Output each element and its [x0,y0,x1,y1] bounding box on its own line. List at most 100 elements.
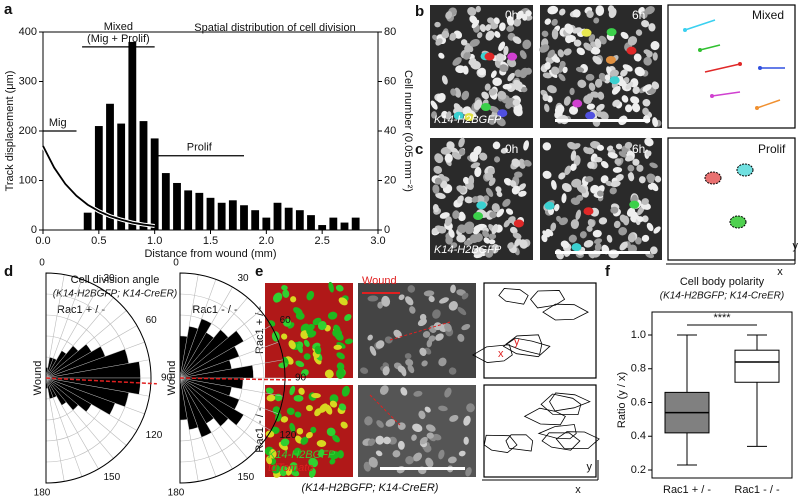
label: y [587,461,593,473]
nucleus [336,368,345,379]
nucleus [289,385,296,396]
cell-outline [540,393,582,416]
label: K14-H2BGFP [434,244,502,256]
nucleus [642,98,651,107]
angle-tick-label: 180 [34,488,51,499]
cell-outline [537,424,577,440]
nucleus [444,153,453,163]
panel-letter: e [255,263,263,280]
nucleus [491,203,500,213]
nucleus [444,387,452,398]
nucleus [565,35,573,44]
x-tick-label: 0.0 [35,235,50,247]
nucleus [489,211,497,219]
nucleus [605,180,613,187]
range-label: Mig [49,117,67,129]
chart-subtitle: (K14-H2BGFP; K14-CreER) [53,289,177,300]
polar-frame [179,272,286,484]
chart-title: Cell body polarity [680,276,765,288]
y-tick-label: 400 [19,26,37,38]
series-name: Rac1 + / - [57,304,105,316]
panel-letter: f [605,263,611,280]
nucleus [452,210,460,219]
track-arrow [704,63,741,73]
nucleus [587,218,595,228]
nucleus [398,294,405,301]
nucleus [461,292,469,300]
nucleus [500,147,509,154]
nucleus [495,53,505,62]
nucleus [523,140,529,151]
nucleus [458,137,465,148]
tracked-cell [606,28,617,37]
nucleus [592,55,602,65]
nucleus [458,450,466,457]
nucleus [433,165,443,174]
nucleus [340,421,348,429]
nucleus [620,69,628,77]
nucleus [397,365,406,373]
tracked-cell [609,76,620,85]
cell-outline [555,431,600,450]
rose-wedge [45,377,67,406]
nucleus [308,457,319,468]
nucleus [411,434,417,441]
nucleus [641,198,649,205]
nucleus [598,217,608,225]
nucleus [583,239,594,248]
nucleus [329,400,338,408]
nucleus [469,234,479,244]
arrow-head [738,62,742,66]
nucleus [437,225,447,234]
nucleus [377,301,384,309]
nucleus [328,281,334,293]
nucleus [457,307,467,316]
nucleus [456,234,466,243]
nucleus [572,27,582,34]
nucleus [431,111,437,119]
x-tick-label: 3.0 [370,235,385,247]
nucleus [338,297,348,306]
nucleus [559,60,566,68]
nucleus [311,392,321,399]
nucleus [412,452,423,462]
y-tick-label: 0.4 [631,430,646,442]
nucleus [434,21,441,28]
nucleus [569,87,575,96]
nucleus [438,405,448,412]
rose-wedge [45,377,92,412]
nucleus [488,233,497,240]
nucleus [463,51,471,60]
nucleus [444,323,452,332]
nucleus [434,153,444,164]
nucleus [458,148,466,156]
nucleus [551,18,558,26]
nucleus [317,320,327,331]
nucleus [506,25,515,32]
nucleus [405,296,414,306]
x-tick-label: 1.0 [147,235,162,247]
nucleus [650,40,660,51]
dividing-cell [736,163,754,177]
nucleus [282,289,290,298]
nucleus [376,420,384,428]
nucleus [432,309,441,319]
nucleus [456,185,466,194]
label: Wound [362,275,397,287]
nucleus [481,91,489,100]
nucleus [454,87,462,98]
bar [228,200,237,230]
tracked-cell [629,200,640,209]
nucleus [333,344,342,350]
nucleus [625,104,633,113]
nucleus [421,360,428,367]
y-axis-label: Track displacement (μm) [4,71,16,192]
nucleus [468,58,477,66]
nucleus [405,358,414,367]
nucleus [487,115,497,125]
cell-outline [498,288,529,305]
nucleus [383,436,391,445]
nucleus [450,242,458,249]
nucleus [296,427,304,435]
curve [42,145,155,227]
